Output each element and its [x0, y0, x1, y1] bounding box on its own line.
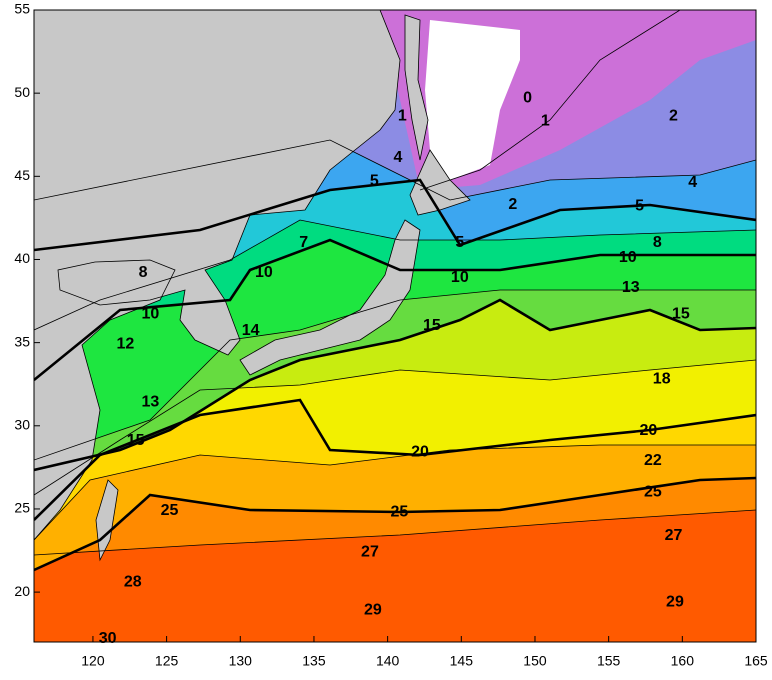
contour-label: 5 — [635, 197, 644, 214]
contour-label: 13 — [142, 394, 160, 411]
contour-label: 15 — [127, 432, 145, 449]
contour-label: 15 — [423, 317, 441, 334]
x-tick-label: 120 — [81, 653, 105, 669]
contour-label: 5 — [370, 173, 379, 190]
contour-label: 15 — [672, 306, 690, 323]
y-tick-label: 30 — [14, 416, 30, 432]
contour-label: 28 — [124, 573, 142, 590]
contour-label: 14 — [242, 322, 260, 339]
x-tick-label: 130 — [229, 653, 253, 669]
y-tick-label: 50 — [14, 84, 30, 100]
contour-label: 1 — [398, 108, 407, 125]
contour-label: 7 — [299, 234, 308, 251]
contour-label: 10 — [451, 269, 469, 286]
contour-label: 25 — [391, 503, 409, 520]
x-tick-label: 155 — [597, 653, 621, 669]
contour-label: 2 — [508, 196, 517, 213]
x-tick-label: 160 — [671, 653, 695, 669]
contour-label: 4 — [393, 149, 402, 166]
contour-label: 13 — [622, 279, 640, 296]
temperature-field — [34, 10, 756, 642]
contour-label: 8 — [139, 264, 148, 281]
contour-label: 25 — [161, 502, 179, 519]
y-tick-label: 55 — [14, 1, 30, 17]
contour-label: 10 — [142, 306, 160, 323]
contour-label: 4 — [688, 174, 697, 191]
x-tick-label: 135 — [302, 653, 326, 669]
contour-label: 27 — [665, 527, 683, 544]
contour-label: 12 — [116, 336, 134, 353]
contour-label: 29 — [364, 602, 382, 619]
x-tick-label: 140 — [376, 653, 400, 669]
contour-label: 20 — [411, 444, 429, 461]
contour-label: 18 — [653, 370, 671, 387]
contour-label: 5 — [455, 234, 464, 251]
x-tick-label: 145 — [450, 653, 474, 669]
y-tick-label: 25 — [14, 500, 30, 516]
contour-label: 0 — [523, 89, 532, 106]
contour-label: 22 — [644, 452, 662, 469]
y-tick-label: 45 — [14, 167, 30, 183]
y-tick-label: 35 — [14, 333, 30, 349]
x-tick-label: 125 — [155, 653, 179, 669]
contour-label: 2 — [669, 108, 678, 125]
contour-label: 10 — [255, 264, 273, 281]
y-tick-label: 20 — [14, 583, 30, 599]
x-tick-label: 150 — [523, 653, 547, 669]
x-tick-label: 165 — [744, 653, 768, 669]
contour-label: 27 — [361, 543, 379, 560]
y-tick-label: 40 — [14, 250, 30, 266]
contour-label: 20 — [640, 422, 658, 439]
contour-label: 8 — [653, 234, 662, 251]
contour-label: 29 — [666, 593, 684, 610]
contour-label: 10 — [619, 249, 637, 266]
plot-frame — [33, 9, 757, 643]
contour-label: 30 — [99, 630, 117, 647]
contour-label: 25 — [644, 484, 662, 501]
contour-label: 1 — [541, 113, 550, 130]
